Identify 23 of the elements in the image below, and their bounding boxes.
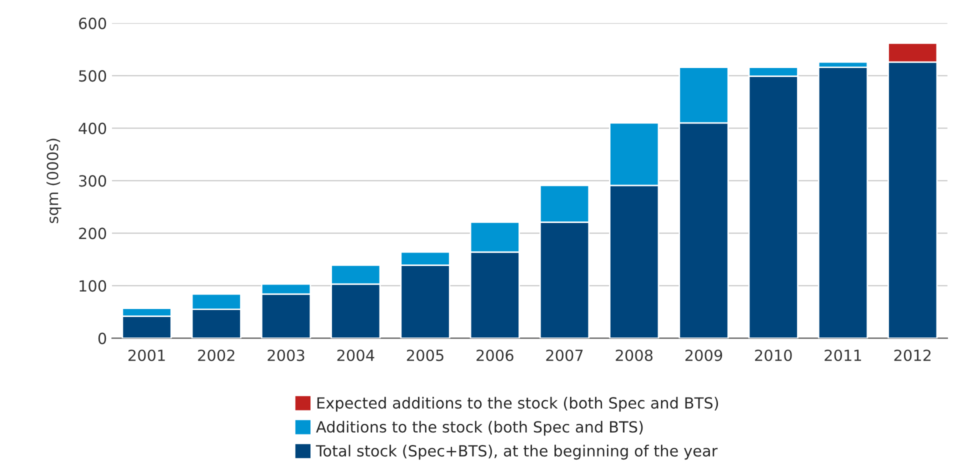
x-tick-label: 2004 bbox=[337, 350, 374, 362]
y-tick-label: 200 bbox=[79, 228, 106, 240]
x-tick-label: 2001 bbox=[128, 350, 165, 362]
legend-label: Total stock (Spec+BTS), at the beginning of the year bbox=[316, 444, 718, 460]
y-tick-label: 400 bbox=[78, 122, 106, 134]
y-axis-title: sqm (000s) bbox=[46, 138, 62, 224]
x-tick-label: 2006 bbox=[476, 350, 514, 362]
y-tick-label: 500 bbox=[79, 70, 106, 82]
x-tick-label: 2007 bbox=[546, 350, 583, 362]
legend-label: Expected additions to the stock (both Spec and BTS) bbox=[317, 396, 718, 412]
legend-label: Additions to the stock (both Spec and BTS) bbox=[316, 420, 643, 436]
x-tick-label: 2009 bbox=[685, 350, 722, 362]
x-tick-label: 2005 bbox=[406, 350, 444, 362]
x-tick-label: 2008 bbox=[616, 350, 653, 362]
x-tick-label: 2011 bbox=[824, 350, 862, 362]
x-tick-label: 2003 bbox=[268, 350, 304, 362]
y-tick-label: 100 bbox=[80, 280, 106, 292]
x-tick-label: 2002 bbox=[198, 350, 234, 362]
y-tick-label: 300 bbox=[79, 175, 106, 187]
y-tick-label: 600 bbox=[79, 18, 106, 30]
x-tick-label: 2010 bbox=[755, 350, 792, 362]
x-tick-label: 2012 bbox=[894, 350, 931, 362]
y-tick-label: 0 bbox=[98, 332, 106, 344]
